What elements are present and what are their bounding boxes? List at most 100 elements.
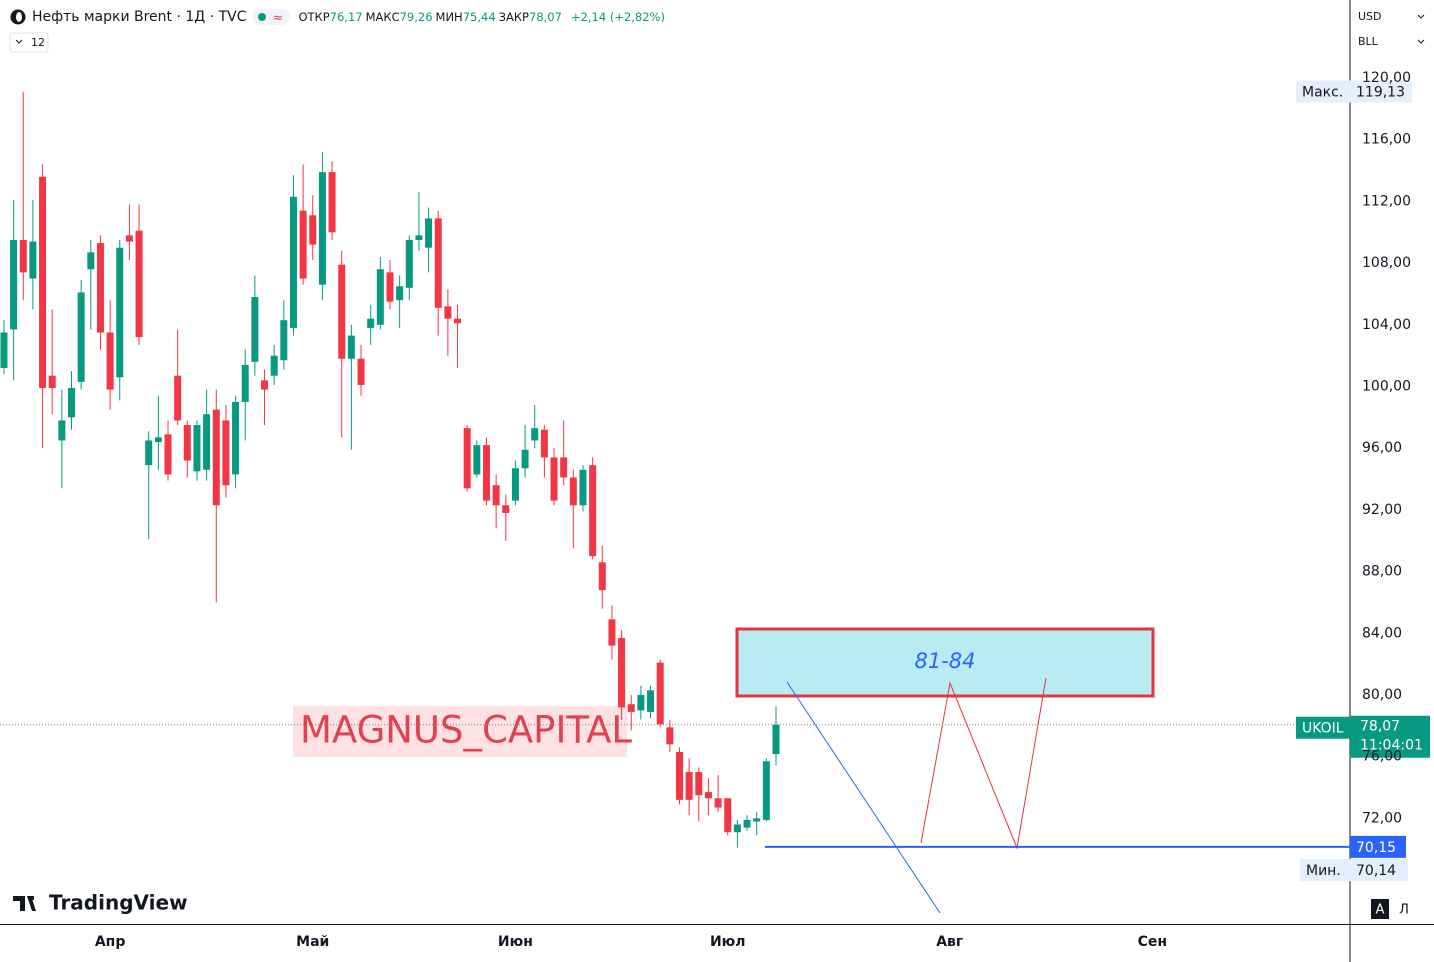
candle-body (608, 619, 616, 646)
candle-body (116, 247, 124, 378)
symbol-icon (10, 9, 26, 25)
max-price: 119,13 (1356, 84, 1405, 100)
candle-body (492, 485, 500, 506)
y-tick-label: 76,00 (1362, 749, 1402, 765)
candle-body (675, 752, 683, 800)
x-tick-label: Июн (498, 934, 533, 950)
candle-body (647, 690, 655, 712)
candle-body (685, 772, 693, 800)
scale-log[interactable]: Л (1399, 903, 1409, 918)
candle-body (19, 239, 27, 273)
brand-logo (13, 896, 36, 911)
candle-body (656, 662, 664, 725)
candle-body (598, 562, 606, 591)
level-price: 70,15 (1356, 840, 1396, 856)
y-tick-label: 72,00 (1362, 810, 1402, 826)
ohlc-value: 75,44 (462, 10, 496, 24)
last-price-bg (1350, 715, 1430, 758)
price-axis-bg (1350, 0, 1434, 962)
candle-body (405, 239, 413, 288)
forecast-path[interactable] (920, 677, 1047, 850)
candle-body (154, 437, 162, 443)
y-tick-label: 104,00 (1362, 317, 1411, 333)
candle-body (666, 727, 674, 745)
candle-body (174, 375, 182, 421)
candle-body (96, 243, 104, 333)
level-price-bg (1350, 835, 1406, 858)
ohlc: ОТКР 76,17 МАКС 79,26 МИН 75,44 ЗАКР 78,07 (298, 10, 564, 24)
y-tick-label: 80,00 (1362, 687, 1402, 703)
candle-body (318, 172, 326, 285)
ohlc-label: ЗАКР (498, 10, 529, 24)
candle-body (482, 445, 490, 501)
candle-body (521, 449, 529, 469)
candle-body (232, 401, 240, 475)
min-name-bg (1300, 859, 1350, 882)
candle-body (434, 218, 442, 308)
x-tick-label: Июл (710, 934, 746, 950)
min-name: Мин. (1306, 863, 1341, 879)
interval: 12 (31, 36, 45, 49)
candle-body (724, 798, 732, 833)
candle-body (627, 704, 635, 712)
candle-body (714, 798, 722, 808)
scale-auto-bg[interactable] (1371, 899, 1389, 919)
candle-body (106, 332, 114, 390)
candle-body (357, 358, 365, 385)
x-tick-label: Май (296, 934, 329, 950)
candle-body (39, 176, 47, 389)
candle-body (299, 210, 307, 279)
unit[interactable]: BLL (1358, 35, 1379, 48)
y-tick-label: 120,00 (1362, 70, 1411, 86)
x-tick-label: Апр (95, 934, 126, 950)
y-tick-label: 96,00 (1362, 440, 1402, 456)
chevron (1417, 39, 1425, 44)
status-pills: ≈ (252, 9, 291, 25)
candle-body (87, 252, 95, 270)
chevron (1417, 14, 1425, 19)
candle-body (569, 477, 577, 506)
candle-body (637, 694, 645, 711)
currency[interactable]: USD (1358, 10, 1382, 23)
symbol-bg (1296, 716, 1350, 739)
candle-body (589, 465, 597, 557)
candle-body (762, 761, 770, 820)
ohlc-label: МАКС (365, 10, 400, 24)
candle-body (212, 409, 220, 506)
candle-body (135, 230, 143, 338)
symbol-title: Нефть марки Brent · 1Д · TVC (32, 9, 247, 25)
ohlc-label: ОТКР (298, 10, 330, 24)
candle-body (183, 425, 191, 461)
candle-body (743, 819, 751, 828)
candle-body (753, 818, 761, 822)
x-tick-label: Сен (1138, 934, 1167, 950)
candle-body (0, 332, 8, 368)
symbol: UKOIL (1302, 721, 1344, 737)
watermark-bg (293, 706, 627, 757)
target-zone[interactable] (735, 627, 1155, 698)
interval-badge[interactable] (9, 32, 49, 53)
candle-body (145, 440, 153, 466)
candle-body (772, 724, 780, 755)
candle-body (309, 215, 317, 245)
y-tick-label: 88,00 (1362, 564, 1402, 580)
candle-body (396, 286, 404, 301)
candle-body (261, 380, 269, 390)
max-name-bg (1296, 80, 1350, 103)
candle-body (386, 272, 394, 302)
brand: TradingView (49, 891, 188, 915)
candle-body (289, 196, 297, 328)
candle-body (560, 457, 568, 478)
scale-auto: A (1376, 903, 1385, 918)
countdown: 11:04:01 (1360, 738, 1423, 754)
candle-body (463, 428, 471, 489)
candle-body (540, 429, 548, 458)
price-tags: Макс. 119,13 Мин. 70,14 70,15 UKOIL 78,07 11:04… (1296, 80, 1430, 882)
candle-body (367, 318, 375, 328)
candle-body (10, 239, 18, 330)
candle-body (444, 306, 452, 319)
candle-body (251, 297, 259, 362)
trend-line[interactable] (786, 681, 941, 914)
candle-body (280, 320, 288, 361)
